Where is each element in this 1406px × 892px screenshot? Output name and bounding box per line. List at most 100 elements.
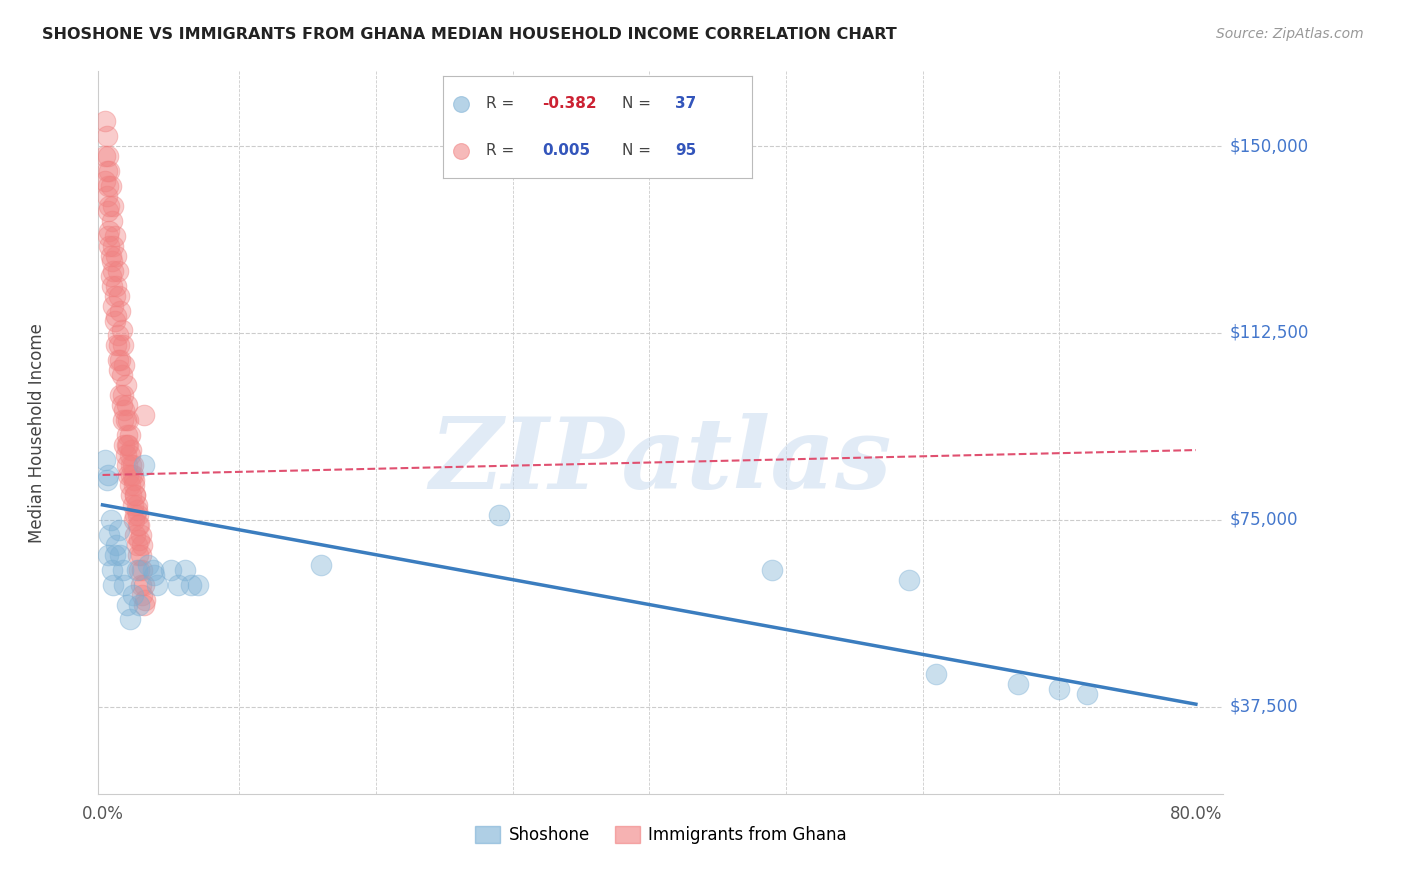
Point xyxy=(96,129,118,144)
Point xyxy=(450,96,472,111)
Point xyxy=(94,149,117,163)
Point xyxy=(105,278,128,293)
Text: N =: N = xyxy=(623,144,651,158)
Point xyxy=(104,228,127,243)
Text: $150,000: $150,000 xyxy=(1230,137,1309,155)
Point xyxy=(121,458,143,472)
Point xyxy=(488,508,510,522)
Point xyxy=(104,548,127,562)
Point xyxy=(131,588,153,602)
Point xyxy=(128,533,150,547)
Point xyxy=(112,577,135,591)
Point xyxy=(122,478,145,492)
Point xyxy=(111,563,134,577)
Point xyxy=(129,548,152,562)
Point xyxy=(761,563,783,577)
Point xyxy=(111,398,134,412)
Point xyxy=(925,667,948,681)
Point xyxy=(111,388,134,402)
Point xyxy=(100,268,122,283)
Text: Source: ZipAtlas.com: Source: ZipAtlas.com xyxy=(1216,27,1364,41)
Text: 95: 95 xyxy=(675,144,696,158)
Point xyxy=(120,443,142,458)
Point xyxy=(114,448,136,462)
Point xyxy=(125,503,148,517)
Point xyxy=(1047,682,1070,697)
Point xyxy=(114,413,136,427)
Point xyxy=(121,467,143,482)
Point xyxy=(122,473,145,487)
Point xyxy=(103,299,125,313)
Point xyxy=(103,199,125,213)
Point xyxy=(94,114,117,128)
Point xyxy=(97,467,120,482)
Point xyxy=(105,249,128,263)
Point xyxy=(124,488,146,502)
Point xyxy=(129,528,152,542)
Point xyxy=(103,239,125,253)
Point xyxy=(160,563,183,577)
Point xyxy=(105,309,128,323)
Text: R =: R = xyxy=(486,96,515,111)
Point xyxy=(110,353,132,368)
Point xyxy=(132,458,155,472)
Point xyxy=(134,592,156,607)
Point xyxy=(101,563,124,577)
Text: $75,000: $75,000 xyxy=(1230,511,1299,529)
Point xyxy=(118,428,141,442)
Point xyxy=(132,577,155,591)
Point xyxy=(98,528,121,542)
Point xyxy=(118,612,141,626)
Point xyxy=(96,164,118,178)
Point xyxy=(100,513,122,527)
Point xyxy=(103,263,125,277)
Point xyxy=(132,598,155,612)
Point xyxy=(450,144,472,158)
Point xyxy=(143,567,166,582)
Point xyxy=(120,488,142,502)
Point xyxy=(112,403,135,417)
Point xyxy=(117,438,139,452)
Text: -0.382: -0.382 xyxy=(541,96,596,111)
Point xyxy=(131,538,153,552)
Point xyxy=(111,368,134,383)
Point xyxy=(96,473,118,487)
Point xyxy=(124,508,146,522)
Point xyxy=(1076,687,1098,701)
Point xyxy=(101,214,124,228)
Point xyxy=(94,174,117,188)
Point xyxy=(117,467,139,482)
Point xyxy=(115,458,138,472)
Point xyxy=(120,458,142,472)
Point xyxy=(115,598,138,612)
Point xyxy=(104,288,127,302)
Point xyxy=(128,598,150,612)
Point xyxy=(115,428,138,442)
Point xyxy=(97,178,120,193)
Point xyxy=(309,558,332,572)
Point xyxy=(129,577,152,591)
Point xyxy=(103,577,125,591)
Point xyxy=(112,359,135,373)
Text: Median Household Income: Median Household Income xyxy=(28,323,45,542)
Point xyxy=(101,278,124,293)
Point xyxy=(127,548,149,562)
Point xyxy=(122,513,145,527)
Point xyxy=(104,313,127,327)
Point xyxy=(897,573,920,587)
Point xyxy=(118,478,141,492)
Text: $112,500: $112,500 xyxy=(1230,324,1309,342)
Point xyxy=(110,303,132,318)
Point xyxy=(121,588,143,602)
Point xyxy=(187,577,209,591)
Point xyxy=(98,199,121,213)
Point xyxy=(111,323,134,337)
Point xyxy=(107,328,129,343)
Point xyxy=(128,517,150,532)
Point xyxy=(105,538,128,552)
Point xyxy=(1007,677,1029,691)
Text: 0.005: 0.005 xyxy=(541,144,591,158)
Point xyxy=(125,538,148,552)
Legend: Shoshone, Immigrants from Ghana: Shoshone, Immigrants from Ghana xyxy=(468,819,853,851)
Text: SHOSHONE VS IMMIGRANTS FROM GHANA MEDIAN HOUSEHOLD INCOME CORRELATION CHART: SHOSHONE VS IMMIGRANTS FROM GHANA MEDIAN… xyxy=(42,27,897,42)
